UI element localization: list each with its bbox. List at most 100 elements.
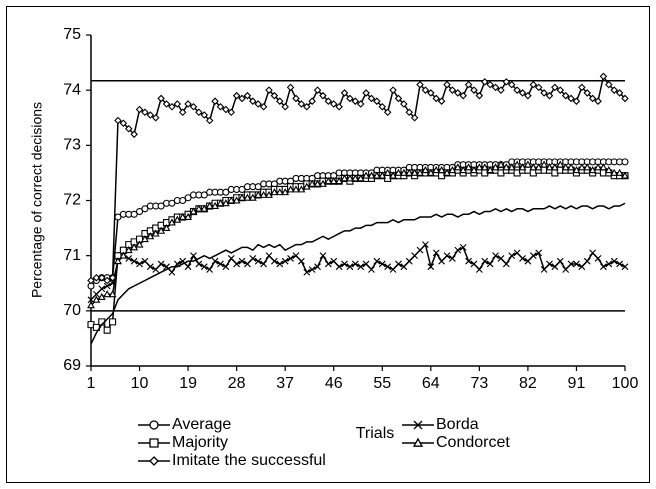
data-point [443, 80, 451, 89]
data-point [567, 163, 575, 171]
data-point [98, 285, 106, 293]
data-point [265, 252, 273, 260]
data-point [195, 260, 203, 268]
x-tick-label: 19 [179, 375, 197, 392]
legend-marker [413, 420, 423, 430]
data-point [389, 171, 397, 179]
data-point [135, 240, 144, 248]
x-tick-label: 91 [568, 375, 586, 392]
data-point [222, 263, 230, 271]
data-point [545, 163, 554, 171]
data-point [92, 273, 101, 282]
data-point [497, 255, 505, 262]
data-point [492, 252, 499, 260]
data-point [254, 257, 262, 265]
data-point [248, 193, 257, 201]
data-point [529, 252, 537, 260]
data-point [454, 89, 462, 97]
data-point [168, 102, 176, 111]
data-point [232, 196, 241, 204]
data-point [281, 257, 289, 265]
data-point [270, 188, 279, 196]
data-point [297, 185, 306, 193]
data-point [502, 260, 510, 268]
legend-label: Majority [172, 434, 228, 451]
data-point [319, 252, 327, 260]
data-point [513, 169, 521, 177]
data-point [567, 94, 575, 103]
data-point [449, 255, 456, 262]
data-point [443, 252, 451, 260]
data-point [519, 255, 526, 262]
y-tick-label: 72 [63, 192, 81, 209]
x-tick-label: 100 [612, 375, 639, 392]
data-point [103, 276, 111, 285]
data-point [319, 91, 327, 100]
data-point [540, 266, 548, 273]
data-point [302, 182, 311, 190]
data-point [184, 212, 193, 220]
data-point [561, 91, 570, 100]
legend-marker [149, 420, 159, 430]
data-point [616, 260, 623, 268]
data-point [303, 268, 311, 276]
data-point [130, 243, 139, 251]
data-point [588, 166, 597, 174]
data-point [313, 86, 322, 94]
data-point [205, 116, 214, 125]
legend-marker [412, 437, 424, 447]
data-point [480, 78, 489, 86]
data-point [562, 266, 570, 273]
data-point [362, 89, 370, 97]
data-point [341, 260, 348, 268]
data-point [157, 260, 165, 268]
data-point [200, 111, 209, 119]
data-point [167, 218, 176, 226]
data-point [254, 100, 262, 108]
data-point [178, 212, 187, 220]
data-point [211, 97, 219, 105]
data-point [276, 97, 284, 105]
y-tick-label: 69 [63, 357, 81, 374]
x-tick-label: 82 [519, 375, 537, 392]
data-point [577, 163, 586, 171]
data-point [195, 108, 203, 117]
data-point [244, 260, 251, 268]
data-point [551, 263, 559, 271]
data-point [184, 263, 192, 271]
data-point [443, 168, 451, 176]
data-point [302, 102, 311, 111]
data-point [173, 215, 182, 223]
data-point [124, 125, 133, 133]
data-point [108, 290, 117, 298]
data-point [340, 89, 349, 97]
series-line [90, 243, 626, 301]
data-point [346, 263, 354, 271]
data-point [507, 80, 516, 89]
x-tick-label: 64 [422, 375, 440, 392]
data-point [265, 86, 273, 94]
data-point [475, 91, 484, 100]
x-tick-label: 55 [373, 375, 391, 392]
data-point [502, 163, 511, 171]
data-point [292, 252, 300, 260]
data-point [114, 257, 122, 265]
data-point [422, 241, 429, 249]
data-point [211, 201, 219, 209]
data-point [405, 168, 414, 176]
data-point [497, 86, 505, 94]
data-point [518, 163, 527, 171]
data-point [421, 86, 430, 94]
data-point [168, 268, 176, 276]
data-point [324, 260, 332, 268]
data-point [340, 174, 349, 182]
data-point [227, 255, 235, 262]
data-point [259, 190, 268, 198]
data-point [400, 100, 408, 108]
data-point [92, 295, 101, 303]
data-point [529, 80, 538, 89]
series-line [90, 202, 626, 345]
data-point [233, 260, 241, 268]
data-point [605, 260, 613, 268]
data-point [604, 166, 613, 174]
